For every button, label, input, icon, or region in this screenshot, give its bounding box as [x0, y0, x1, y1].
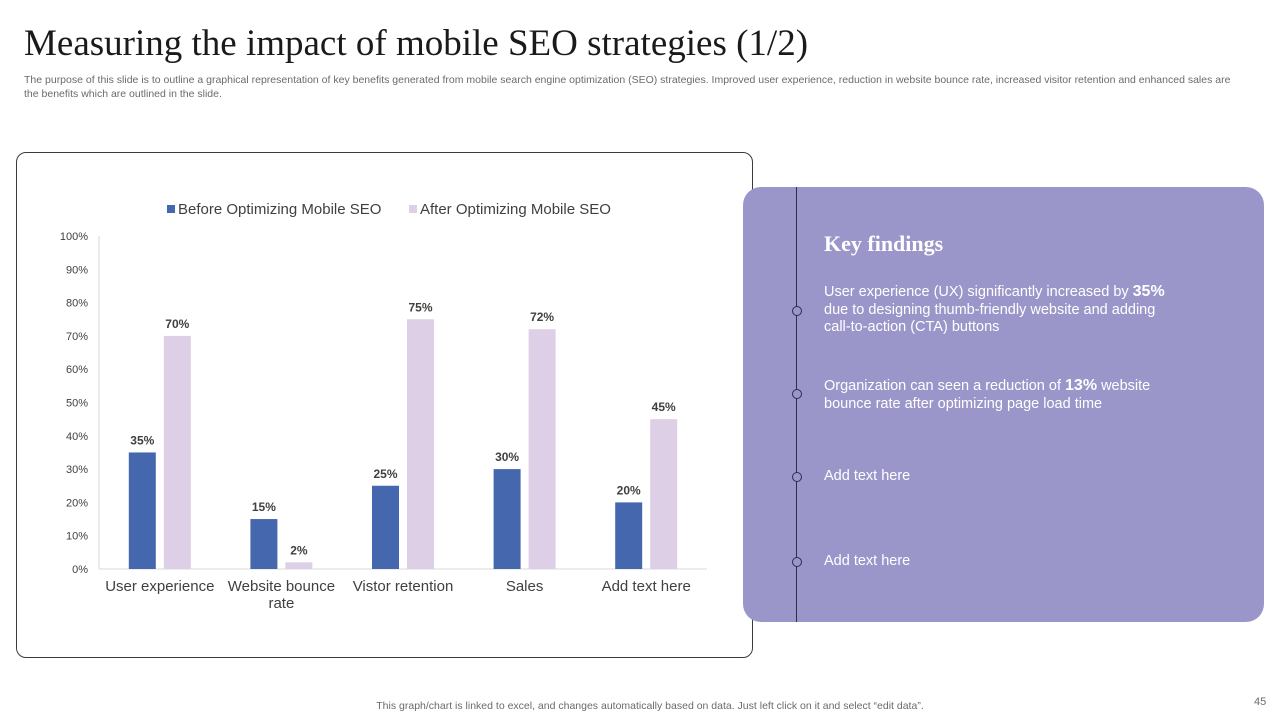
category-label: Add text here — [602, 578, 691, 595]
y-tick-label: 50% — [66, 398, 88, 410]
y-tick-label: 60% — [66, 364, 88, 376]
finding-item[interactable]: Add text here — [824, 468, 1184, 486]
category-label: Sales — [506, 578, 544, 595]
y-tick-label: 80% — [66, 298, 88, 310]
finding-highlight: 13% — [1065, 377, 1098, 394]
legend-label: After Optimizing Mobile SEO — [420, 201, 611, 218]
category-label: Website bounce — [228, 578, 335, 595]
finding-item: Organization can seen a reduction of 13%… — [824, 377, 1184, 413]
key-findings-panel: Key findings User experience (UX) signif… — [743, 187, 1264, 622]
bar — [372, 485, 399, 569]
y-tick-label: 100% — [60, 231, 88, 243]
data-label: 2% — [290, 543, 308, 557]
category-label: rate — [268, 595, 294, 612]
bar — [250, 519, 278, 569]
bar — [615, 502, 643, 569]
data-label: 20% — [617, 483, 641, 497]
data-label: 35% — [130, 433, 154, 447]
y-tick-label: 20% — [66, 497, 88, 509]
finding-text: website bounce rate after optimizing pag… — [824, 378, 1151, 412]
timeline-dot — [792, 306, 802, 316]
category-label: Vistor retention — [353, 578, 454, 595]
data-label: 15% — [252, 500, 276, 514]
y-tick-label: 40% — [66, 431, 88, 443]
finding-text: Add text here — [824, 553, 911, 569]
y-tick-label: 90% — [66, 264, 88, 276]
bar-chart[interactable]: Before Optimizing Mobile SEO After Optimi… — [17, 153, 752, 657]
finding-text: User experience (UX) significantly incre… — [824, 284, 1133, 300]
timeline-dot — [792, 472, 802, 482]
bar — [285, 562, 313, 569]
data-label: 70% — [165, 317, 189, 331]
timeline-line — [796, 187, 797, 622]
y-tick-label: 10% — [66, 531, 88, 543]
finding-text: Organization can seen a reduction of — [824, 378, 1066, 394]
legend-swatch — [409, 205, 417, 213]
chart-container[interactable]: Before Optimizing Mobile SEO After Optimi… — [16, 152, 753, 658]
bar — [163, 335, 191, 569]
bar — [407, 319, 434, 569]
timeline-dot — [792, 557, 802, 567]
data-label: 25% — [373, 467, 397, 481]
key-findings-heading: Key findings — [824, 231, 944, 256]
legend-swatch — [167, 205, 175, 213]
bar — [493, 469, 521, 569]
y-tick-label: 30% — [66, 464, 88, 476]
page-title: Measuring the impact of mobile SEO strat… — [24, 23, 809, 64]
legend-label: Before Optimizing Mobile SEO — [178, 201, 381, 218]
category-label: User experience — [105, 578, 214, 595]
bar — [650, 419, 678, 569]
finding-text: Add text here — [824, 468, 911, 484]
finding-text: due to designing thumb-friendly website … — [824, 301, 1156, 336]
footnote: This graph/chart is linked to excel, and… — [376, 700, 924, 712]
page-number: 45 — [1254, 696, 1267, 708]
data-label: 72% — [530, 310, 554, 324]
data-label: 75% — [408, 300, 432, 314]
finding-item[interactable]: Add text here — [824, 553, 1184, 571]
finding-item: User experience (UX) significantly incre… — [824, 283, 1184, 337]
bar — [528, 329, 556, 569]
data-label: 45% — [652, 400, 676, 414]
data-label: 30% — [495, 450, 519, 464]
y-tick-label: 70% — [66, 331, 88, 343]
bar — [128, 452, 156, 569]
finding-highlight: 35% — [1132, 283, 1165, 300]
slide-description: The purpose of this slide is to outline … — [24, 74, 1231, 100]
y-tick-label: 0% — [72, 564, 88, 576]
timeline-dot — [792, 389, 802, 399]
